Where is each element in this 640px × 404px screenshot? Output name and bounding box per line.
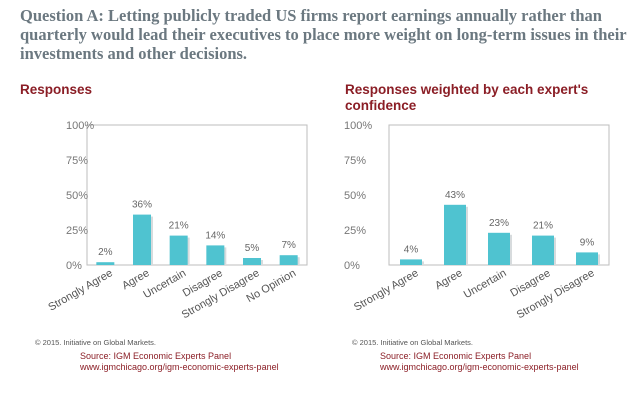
bar [488,232,510,265]
bar-value-label: 21% [169,221,189,232]
chart-responses: 0%25%50%75%100%2%Strongly Agree36%Agree2… [46,120,308,321]
source-url-right[interactable]: www.igmchicago.org/igm-economic-experts-… [380,362,579,372]
bar [400,259,422,265]
y-tick-label: 50% [344,190,366,202]
category-label: Strongly Disagree [515,267,597,321]
category-label: Strongly Agree [46,267,114,313]
y-tick-label: 75% [66,155,88,167]
chart-title-responses: Responses [20,82,93,97]
bar [206,245,225,265]
category-label: Strongly Agree [352,267,420,313]
bar-value-label: 21% [533,221,553,232]
bar [576,252,598,265]
source-right: Source: IGM Economic Experts Panel [380,351,532,361]
bar-value-label: 4% [404,244,419,255]
category-label: Agree [433,267,464,292]
bar [133,214,151,265]
y-tick-label: 100% [344,120,372,132]
chart-title-weighted: Responses weighted by each expert's conf… [345,82,589,113]
copyright-left: © 2015. Initiative on Global Markets. [35,338,157,347]
bar [279,255,298,265]
chart-weighted: 0% 25% 50% 75% 100% 4% Strongly Agree 43% Agree 2… [344,120,610,321]
source-url-left[interactable]: www.igmchicago.org/igm-economic-experts-… [80,362,279,372]
copyright-right: © 2015. Initiative on Global Markets. [352,338,474,347]
bar [96,262,115,265]
bar-value-label: 14% [205,230,225,241]
y-tick-label: 100% [66,120,94,132]
source-left: Source: IGM Economic Experts Panel [80,351,232,361]
bar-value-label: 2% [98,247,113,258]
plot-frame [86,124,308,266]
bar [169,235,188,265]
y-tick-label: 50% [66,190,88,202]
y-tick-label: 0% [66,260,82,272]
bar [243,258,261,265]
y-tick-label: 25% [344,225,366,237]
y-tick-label: 75% [344,155,366,167]
bar-value-label: 23% [489,218,509,229]
bar-value-label: 43% [445,190,465,201]
bar-value-label: 7% [281,240,296,251]
bar-value-label: 5% [245,243,260,254]
y-tick-label: 25% [66,225,88,237]
bar-value-label: 36% [132,200,152,211]
bar [532,235,554,265]
bar-value-label: 9% [580,237,595,248]
y-tick-label: 0% [344,260,360,272]
question-text: Question A: Letting publicly traded US f… [20,6,627,63]
bar [444,204,466,265]
category-label: Uncertain [462,267,509,301]
